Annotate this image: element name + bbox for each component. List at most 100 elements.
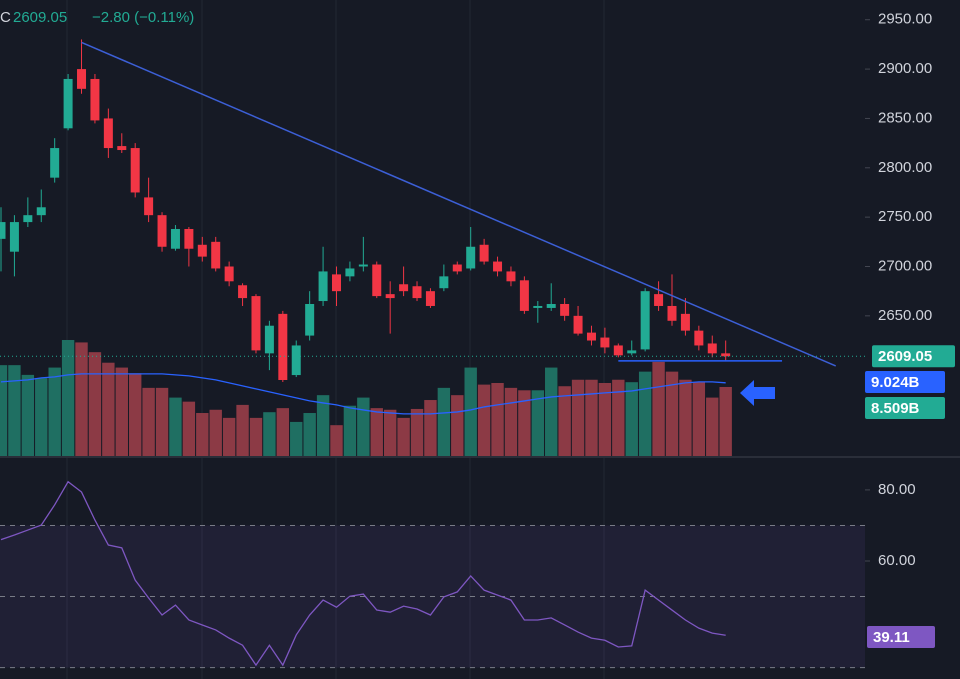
y-tick-label: 2950.00 [878, 11, 932, 28]
candle-body [385, 294, 395, 299]
volume-bar [102, 362, 115, 456]
y-tick-label: 2900.00 [878, 60, 932, 77]
volume-bar [397, 417, 410, 456]
price-label-box [867, 626, 935, 648]
volume-bar [692, 382, 706, 456]
volume-bar [88, 352, 102, 456]
volume-bar [491, 382, 504, 456]
candle-body [264, 325, 274, 354]
price-label: 39.11 [873, 629, 910, 646]
volume-bar [129, 373, 142, 456]
volume-bar [316, 395, 330, 456]
volume-bar [612, 379, 625, 456]
candle-body [546, 304, 556, 308]
y-tick-label: 2650.00 [878, 307, 932, 324]
candle-body [318, 271, 328, 302]
price-label: 9.024B [871, 374, 920, 391]
candle-body [63, 78, 73, 129]
plot: 9.024B 8.509B 2950.00 2900.00 2850.00 2800.00… [0, 11, 955, 669]
candle-body [533, 305, 543, 308]
volume-bar [303, 413, 316, 456]
candle-body [23, 215, 33, 223]
volume-bar [290, 421, 303, 456]
y-tick-label: 2700.00 [878, 257, 932, 274]
candle-body [425, 291, 435, 306]
volume-bar [383, 409, 397, 456]
volume-bar [155, 387, 169, 456]
candle-body [694, 330, 704, 346]
volume-bar [370, 408, 383, 456]
candle-body [627, 350, 637, 354]
y-tick-label: 60.00 [878, 552, 916, 569]
y-tick-label: 2750.00 [878, 208, 932, 225]
volume-ma [0, 373, 726, 415]
volume-bar [652, 361, 665, 456]
candle-body [103, 118, 113, 149]
volume-bar [437, 387, 451, 456]
price-label-box [872, 345, 955, 368]
volume-bar [61, 340, 75, 456]
candle-body [184, 228, 194, 249]
candle-body [211, 241, 221, 269]
volume-bar [477, 384, 491, 456]
candle-body [0, 222, 6, 239]
volume-bar [196, 413, 209, 456]
volume-bar [209, 409, 222, 456]
candle-body [439, 276, 449, 289]
candle-body [251, 296, 261, 351]
price-label: 2609.05 [878, 348, 932, 365]
volume-bar [357, 397, 370, 456]
volume-bar [169, 397, 182, 456]
candle-body [586, 332, 596, 341]
candle-body [77, 69, 87, 89]
volume-bar [451, 395, 464, 456]
volume-bar [343, 405, 357, 456]
candle-body [654, 294, 664, 306]
candle-body [170, 228, 180, 249]
header-price: 2609.05 [13, 9, 67, 26]
candle-body [332, 274, 341, 292]
candle-body [721, 353, 731, 357]
volume-bar [330, 425, 343, 456]
volume-bar [263, 412, 276, 456]
candle-body [305, 304, 315, 336]
candle-body [506, 271, 516, 282]
volume-bar [598, 382, 612, 456]
candle-body [640, 291, 650, 350]
volume-bar [545, 367, 558, 456]
y-tick-label: 2850.00 [878, 109, 932, 126]
candle-body [613, 345, 623, 356]
volume-bar [719, 386, 732, 456]
volume-bar [518, 390, 531, 456]
candle-body [479, 244, 489, 262]
volume-bar [625, 382, 638, 456]
volume-bar [249, 417, 263, 456]
volume-bar [182, 401, 196, 456]
volume-bar [504, 387, 518, 456]
y-tick-label: 80.00 [878, 481, 916, 498]
candle-body [90, 78, 100, 121]
volume-bar [21, 374, 35, 456]
candle-body [9, 222, 19, 252]
volume-bar [276, 408, 290, 456]
volume-bar [571, 379, 585, 456]
header-change: −2.80 (−0.11%) [92, 9, 194, 26]
volume-bar [142, 387, 155, 456]
candle-body [560, 304, 570, 316]
candle-body [680, 313, 690, 331]
volume-bar [35, 378, 48, 456]
trendline [81, 41, 837, 367]
candle-body [573, 315, 583, 334]
volume-bar [424, 400, 437, 456]
candle-body [399, 284, 409, 292]
candle-body [707, 343, 717, 354]
price-label-box [865, 397, 945, 419]
volume-bar [222, 417, 236, 456]
volume-bar [638, 371, 652, 456]
candle-body [667, 305, 677, 321]
volume-bar [531, 390, 544, 456]
candle-body [157, 215, 167, 247]
volume-bar [8, 365, 21, 456]
volume-bar [115, 367, 128, 456]
